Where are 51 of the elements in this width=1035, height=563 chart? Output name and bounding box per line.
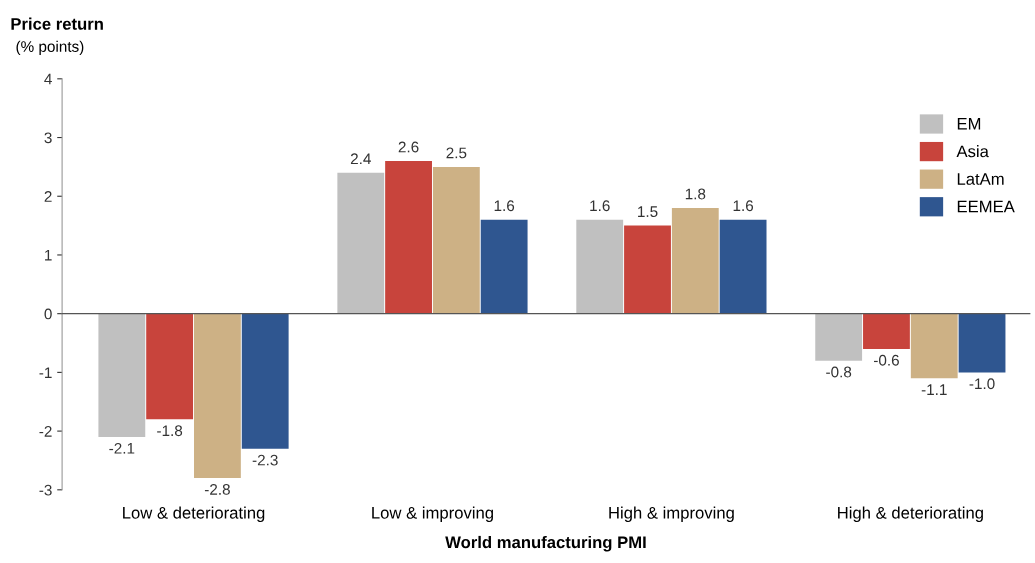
bar [337,172,385,314]
data-label: -2.8 [204,484,230,495]
legend-label: Asia [956,145,989,158]
y-tick-label: -1 [39,367,52,378]
bar [194,313,241,479]
bar [863,313,910,349]
data-label: 1.5 [638,206,658,218]
bar [98,313,146,437]
y-tick-label: 1 [45,249,52,261]
data-label: 1.6 [494,200,515,212]
data-label: 1.6 [590,200,610,212]
data-label: -0.8 [826,366,852,378]
bar [385,161,432,314]
bar [958,313,1006,373]
legend-label: EEMEA [957,200,1015,213]
bar [624,225,671,314]
bar [241,313,289,449]
x-tick-label: High & deteriorating [838,506,983,523]
bar [576,219,624,314]
data-label: 1.8 [685,188,706,200]
x-axis-title: World manufacturing PMI [445,535,646,552]
data-label: 2.5 [446,147,467,159]
x-tick-label: Low & deteriorating [123,506,265,523]
bar [719,219,767,314]
data-label: -2.1 [109,442,135,454]
bar [146,313,194,420]
data-label: -1.0 [969,378,995,390]
chart-title: Price return [11,17,103,30]
chart-subtitle: (% points) [16,40,84,55]
bar [480,219,528,314]
y-tick-label: 4 [44,73,52,85]
data-label: -1.1 [921,384,947,395]
data-label: -1.8 [157,425,183,437]
bar [815,313,863,361]
data-label: 2.6 [398,141,419,153]
legend-label: EM [957,118,981,130]
bar [432,166,480,314]
data-label: -2.3 [252,454,278,466]
x-tick-label: Low & improving [372,506,493,523]
bar [671,207,719,314]
x-tick-label: High & improving [609,506,734,523]
y-tick-label: 3 [44,132,52,144]
y-tick-label: 0 [44,308,52,320]
y-tick-label: -3 [39,484,52,496]
data-label: -0.6 [873,354,899,366]
data-label: 1.6 [733,200,754,212]
bar [910,313,958,379]
legend-label: LatAm [957,173,1004,185]
data-label: 2.4 [350,153,371,165]
y-tick-label: 2 [44,191,52,202]
y-tick-label: -2 [39,425,52,437]
